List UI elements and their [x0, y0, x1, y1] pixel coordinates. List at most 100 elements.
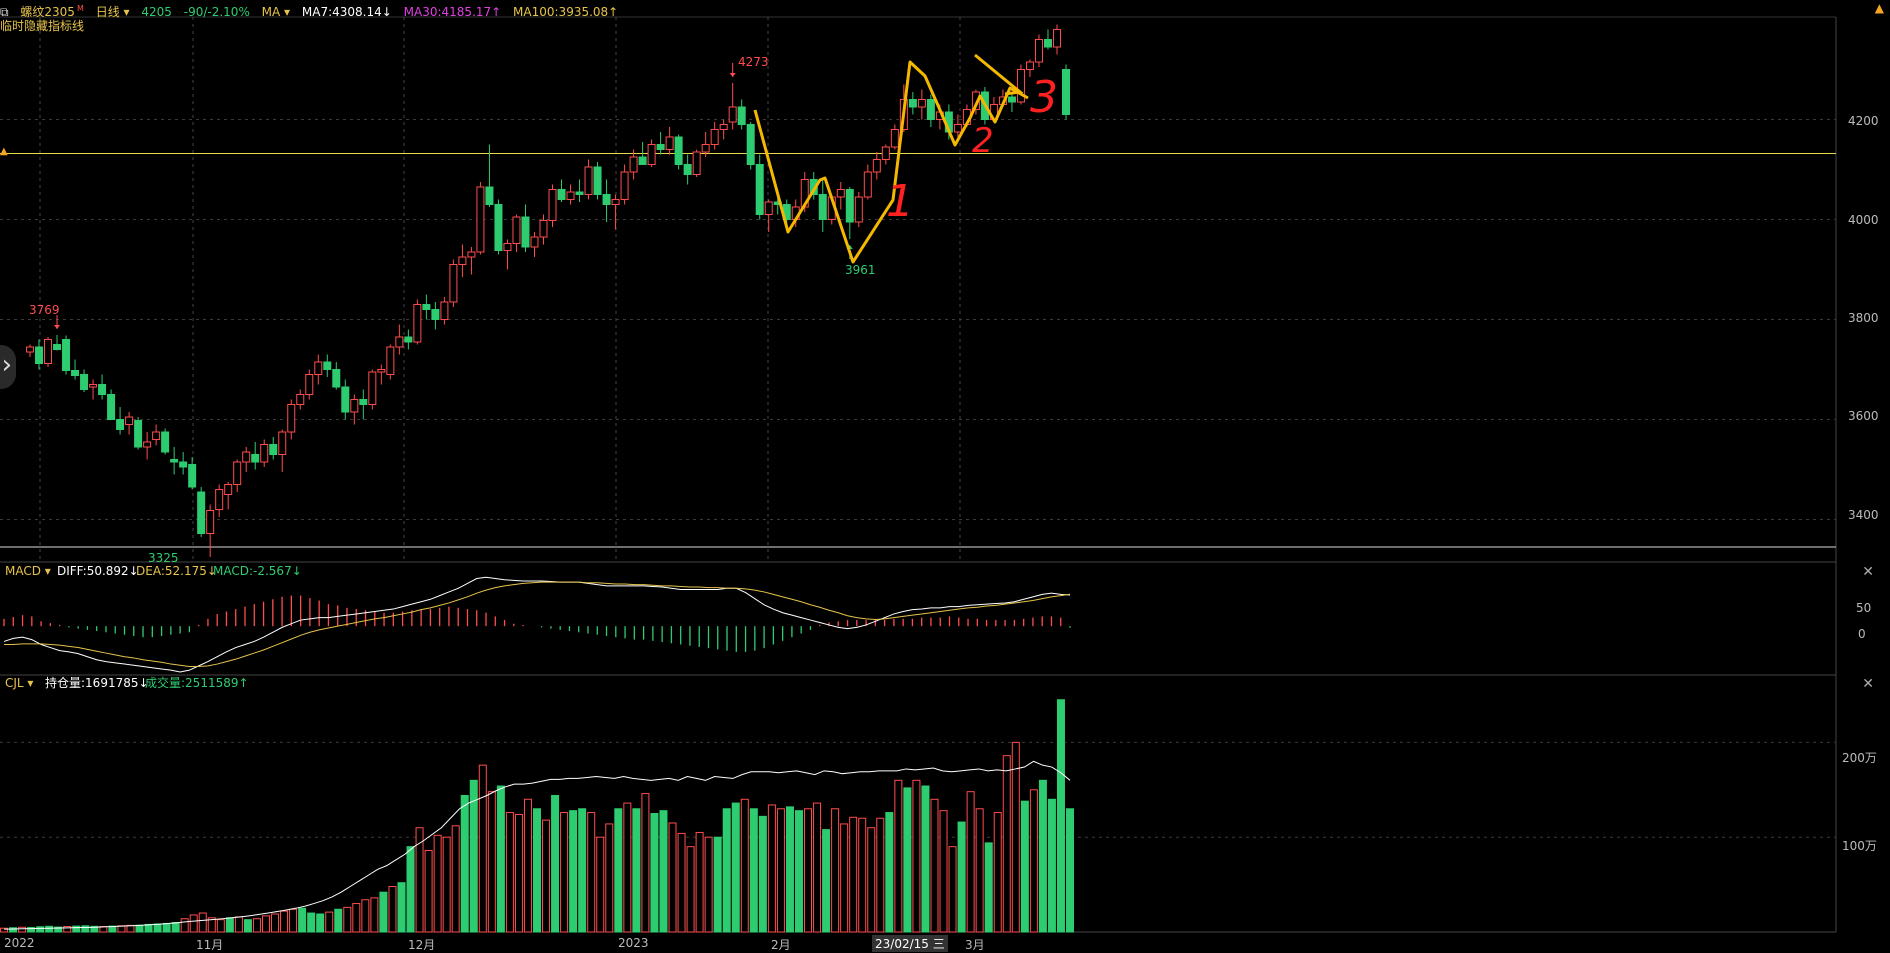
volume-bar: [831, 808, 840, 933]
volume-bar: [1047, 798, 1056, 933]
candle-body: [836, 189, 845, 198]
price-alert-marker-icon[interactable]: ▲: [0, 146, 8, 157]
volume-bar: [560, 812, 569, 933]
volume-bar: [45, 925, 54, 933]
window-restore-icon[interactable]: ⧉: [0, 5, 9, 19]
candle-body: [485, 186, 494, 205]
macd-dea-line: [4, 581, 1071, 667]
macd-dea-value: DEA:52.175↓: [136, 564, 217, 578]
candle-body: [620, 171, 629, 200]
macd-menu[interactable]: MACD ▾: [5, 564, 51, 578]
hand-mark-1: 1: [886, 176, 914, 227]
volume-bar: [605, 823, 614, 933]
volume-bar: [27, 926, 36, 933]
candle-body: [1025, 61, 1034, 70]
candle-body: [242, 451, 251, 463]
alert-bell-icon[interactable]: ▲: [1874, 1, 1884, 15]
macd-diff-line: [3, 576, 1071, 673]
candle-body: [341, 386, 350, 413]
volume-bar: [794, 810, 803, 933]
candle-body: [710, 129, 719, 145]
volume-bar: [144, 923, 153, 933]
volume-bar: [252, 918, 261, 933]
symbol-name[interactable]: 螺纹2305: [20, 5, 75, 19]
volume-bar: [713, 836, 722, 933]
period-selector[interactable]: 日线 ▾: [95, 5, 130, 19]
volume-bar: [948, 846, 957, 933]
volume-value: 成交量:2511589↑: [145, 676, 249, 690]
price-change: -90/-2.10%: [183, 5, 250, 19]
hide-indicator-link[interactable]: 临时隐藏指标线: [0, 19, 85, 33]
volume-bar: [487, 791, 496, 933]
ma7-value: MA7:4308.14↓: [301, 5, 392, 19]
candle-body: [854, 196, 863, 223]
extreme-arrowhead: [729, 73, 736, 77]
volume-bar: [614, 808, 623, 933]
candle-body: [593, 166, 602, 195]
volume-bar: [659, 810, 668, 933]
volume-bar: [1011, 741, 1020, 933]
volume-bar: [433, 834, 442, 933]
volume-bar: [514, 813, 523, 933]
candle-body: [476, 186, 485, 253]
close-macd-icon[interactable]: ✕: [1862, 564, 1874, 580]
volume-bar: [975, 808, 984, 933]
volume-bar: [740, 798, 749, 933]
volume-bar: [822, 829, 831, 933]
candle-body: [377, 369, 386, 373]
volume-bar: [921, 785, 930, 933]
price-tick: 3800: [1848, 311, 1879, 325]
candle-body: [26, 346, 34, 353]
candle-body: [728, 106, 737, 123]
volume-bar: [776, 808, 785, 933]
volume-bar: [1029, 789, 1038, 933]
candle-body: [107, 394, 116, 420]
candle-body: [188, 464, 197, 488]
candle-body: [233, 461, 242, 485]
volume-bar: [388, 885, 397, 933]
candle-body: [746, 124, 755, 165]
volume-bar: [334, 908, 343, 933]
low-price-label: 3961: [845, 263, 876, 277]
volume-bar: [81, 925, 90, 933]
toolbar: ⧉ 螺纹2305 M 日线 ▾ 4205 -90/-2.10% MA ▾ MA7:…: [0, 0, 1890, 19]
first-low-label: 3325: [148, 551, 179, 565]
candle-body: [647, 144, 656, 165]
candle-body: [134, 420, 143, 448]
hand-drawn-arrow: [974, 53, 1024, 96]
volume-bar: [289, 908, 298, 933]
volume-bar: [533, 808, 541, 933]
expand-panel-button[interactable]: ›: [0, 345, 16, 389]
candle-body: [674, 136, 683, 165]
candle-body: [350, 399, 359, 413]
ma-menu[interactable]: MA ▾: [261, 5, 291, 19]
candle-body: [404, 336, 413, 343]
candle-body: [152, 431, 161, 440]
volume-bar: [18, 926, 27, 933]
volume-bar: [261, 915, 270, 933]
volume-bar: [153, 923, 162, 933]
volume-bar: [785, 806, 794, 933]
volume-bar: [722, 808, 731, 933]
volume-bar: [686, 846, 695, 933]
volume-menu[interactable]: CJL ▾: [5, 676, 34, 690]
volume-bar: [1020, 800, 1029, 933]
volume-bar: [370, 897, 379, 933]
candle-body: [530, 236, 539, 248]
volume-bar: [406, 846, 415, 933]
close-volume-icon[interactable]: ✕: [1862, 676, 1874, 692]
volume-bar: [352, 903, 361, 933]
volume-bar: [424, 849, 433, 933]
volume-menu-label: CJL: [5, 676, 24, 690]
hand-mark-2: 2: [972, 121, 994, 161]
volume-bar: [767, 804, 776, 933]
candle-body: [314, 361, 323, 375]
candle-body: [278, 431, 287, 455]
candle-body: [719, 124, 728, 130]
volume-bar: [469, 779, 478, 933]
first-high-label: 3769: [29, 303, 60, 317]
open-interest-value: 持仓量:1691785↓: [45, 676, 149, 690]
candle-body: [170, 459, 179, 463]
volume-bar: [569, 810, 578, 933]
candle-body: [125, 416, 134, 425]
